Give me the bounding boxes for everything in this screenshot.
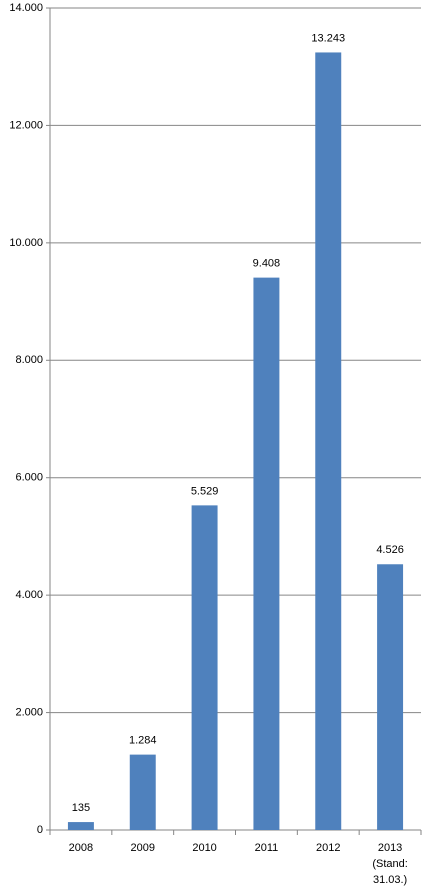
bar bbox=[315, 52, 342, 830]
data-label: 1.284 bbox=[129, 735, 157, 747]
bar bbox=[129, 754, 156, 830]
data-label: 13.243 bbox=[311, 32, 345, 44]
y-tick-label: 10.000 bbox=[9, 237, 43, 249]
bar bbox=[377, 564, 404, 830]
data-label: 135 bbox=[72, 802, 90, 814]
y-tick-label: 4.000 bbox=[15, 589, 43, 601]
y-tick-label: 0 bbox=[37, 824, 43, 836]
x-tick-label: 2009 bbox=[131, 842, 155, 854]
x-tick-label: 2010 bbox=[192, 842, 216, 854]
y-tick-label: 14.000 bbox=[9, 2, 43, 14]
data-label: 9.408 bbox=[253, 258, 281, 270]
x-tick-label: 2013 (Stand: 31.03.) bbox=[372, 842, 407, 886]
x-tick-label: 2011 bbox=[255, 842, 279, 854]
data-label: 5.529 bbox=[191, 485, 219, 497]
bar bbox=[67, 822, 94, 830]
x-tick-label: 2012 bbox=[316, 842, 340, 854]
bar bbox=[253, 277, 280, 831]
y-tick-label: 2.000 bbox=[15, 706, 43, 718]
y-tick-label: 12.000 bbox=[9, 119, 43, 131]
bar bbox=[191, 505, 218, 830]
y-tick-label: 8.000 bbox=[15, 354, 43, 366]
y-tick-label: 6.000 bbox=[15, 472, 43, 484]
x-tick-label: 2008 bbox=[69, 842, 93, 854]
data-label: 4.526 bbox=[376, 544, 404, 556]
